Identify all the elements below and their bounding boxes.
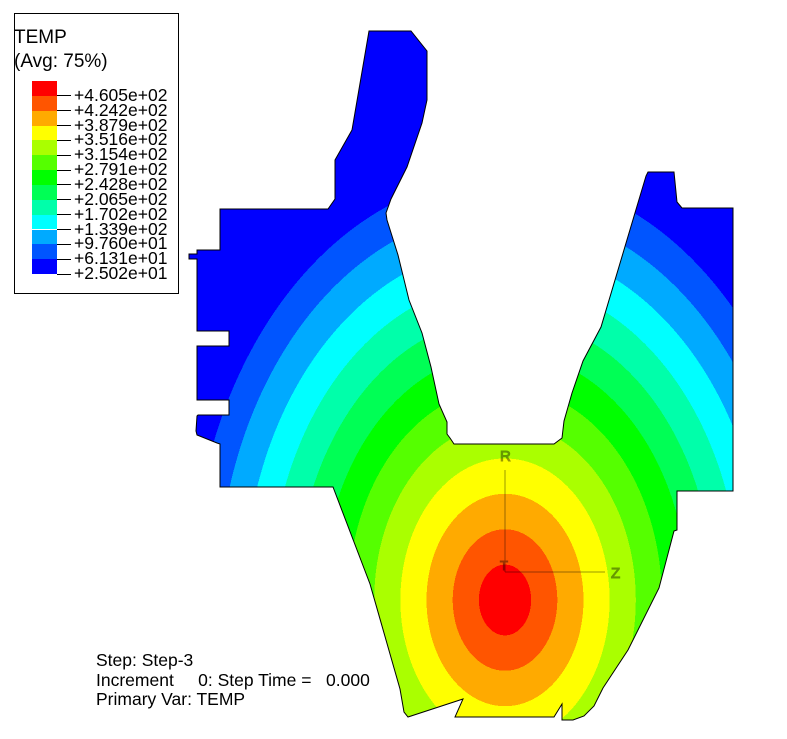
svg-text:T: T bbox=[500, 558, 508, 573]
svg-text:R: R bbox=[500, 448, 511, 465]
svg-text:Z: Z bbox=[611, 565, 620, 582]
